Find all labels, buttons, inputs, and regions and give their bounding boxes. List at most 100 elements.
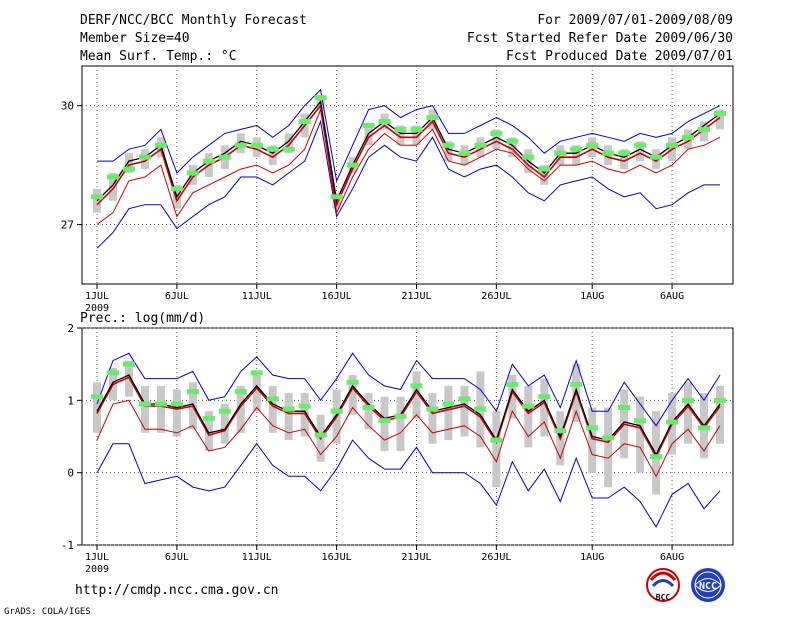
prec-marker: [314, 432, 327, 438]
temp-marker: [650, 154, 663, 160]
prec-box: [140, 385, 149, 433]
temp-xtick-label: 16JUL: [322, 291, 352, 302]
prec-box: [236, 385, 245, 433]
temp-marker: [586, 142, 599, 148]
prec-xtick-label: 6JUL: [165, 552, 189, 563]
temp-box: [124, 153, 133, 174]
header-title: DERF/NCC/BCC Monthly Forecast: [80, 13, 307, 28]
prec-marker: [634, 418, 647, 424]
temp-xtick-label: 21JUL: [401, 291, 431, 302]
temp-xtick-label: 26JUL: [481, 291, 511, 302]
prec-box: [460, 385, 469, 437]
temp-ytick-label: 30: [61, 100, 74, 113]
prec-marker: [506, 381, 519, 387]
temp-plot-frame: [81, 65, 734, 285]
temp-year-label: 2009: [85, 303, 109, 314]
prec-box: [636, 396, 645, 473]
prec-series-median: [96, 376, 721, 459]
prec-marker: [666, 419, 679, 425]
temp-marker: [282, 146, 295, 152]
prec-xtick-label: 1JUL: [85, 552, 109, 563]
footer-credit: GrADS: COLA/IGES: [4, 607, 91, 617]
temp-marker: [218, 154, 231, 160]
prec-ytick-label: -1: [61, 539, 74, 552]
prec-marker: [298, 403, 311, 409]
prec-xtick-label: 16JUL: [322, 552, 352, 563]
prec-marker: [346, 379, 359, 385]
prec-marker: [202, 415, 215, 421]
temp-xtick-label: 1AUG: [580, 291, 604, 302]
temp-box: [636, 141, 645, 162]
temp-marker: [330, 194, 343, 200]
temp-marker: [426, 115, 439, 121]
temp-marker: [714, 111, 726, 117]
precip-chart-title: Prec.: log(mm/d): [80, 311, 205, 326]
temp-marker: [138, 154, 151, 160]
temp-marker: [394, 126, 407, 132]
ncc-logo-text: NCC: [699, 581, 717, 592]
temp-box: [364, 125, 373, 146]
prec-ytick-label: 2: [67, 322, 74, 335]
temp-box: [508, 137, 517, 158]
temp-series-lower-percentile: [96, 107, 721, 225]
temp-marker: [266, 146, 279, 152]
prec-marker: [234, 389, 247, 395]
prec-box: [524, 385, 533, 448]
temp-marker: [538, 166, 551, 172]
prec-marker: [378, 418, 391, 424]
temp-marker: [298, 118, 311, 124]
prec-xtick-label: 1AUG: [580, 552, 604, 563]
prec-box: [204, 411, 213, 451]
prec-marker: [714, 397, 726, 403]
prec-box: [284, 393, 293, 441]
prec-xtick-label: 21JUL: [401, 552, 431, 563]
prec-box: [380, 396, 389, 451]
prec-box: [716, 385, 724, 444]
temp-box: [540, 165, 549, 185]
temp-marker: [490, 130, 503, 136]
prec-box: [364, 393, 373, 430]
temp-series-median: [96, 103, 721, 208]
header-period: For 2009/07/01-2009/08/09: [537, 13, 733, 28]
temp-marker: [202, 158, 215, 164]
prec-plot-frame: [81, 327, 734, 546]
prec-ytick-label: 0: [67, 467, 74, 480]
temp-marker: [682, 134, 695, 140]
prec-marker: [362, 405, 375, 411]
temp-marker: [378, 118, 391, 124]
temp-box: [716, 109, 724, 130]
prec-box: [588, 407, 597, 473]
temp-marker: [314, 95, 327, 101]
footer-url: http://cmdp.ncc.cma.gov.cn: [75, 583, 279, 598]
prec-marker: [458, 396, 471, 402]
temp-marker: [458, 150, 471, 156]
prec-marker: [554, 428, 567, 434]
prec-marker: [122, 361, 135, 367]
prec-marker: [490, 437, 503, 443]
temp-box: [492, 129, 501, 150]
header-variable: Mean Surf. Temp.: °C: [80, 49, 237, 64]
temp-marker: [234, 142, 247, 148]
prec-box: [604, 407, 613, 488]
prec-marker: [682, 397, 695, 403]
temp-ytick-label: 27: [61, 219, 74, 232]
ncc-logo: NCC: [691, 568, 725, 602]
temp-box: [396, 125, 405, 146]
temp-marker: [250, 142, 263, 148]
bcc-logo: BCC: [646, 568, 680, 602]
prec-box: [396, 396, 405, 451]
prec-series-ensemble-mean: [96, 374, 721, 457]
prec-box: [444, 385, 453, 441]
prec-marker: [522, 403, 535, 409]
prec-year-label: 2009: [85, 564, 109, 575]
temp-marker: [602, 150, 615, 156]
temp-marker: [186, 170, 199, 176]
temp-marker: [618, 150, 631, 156]
prec-marker: [474, 406, 487, 412]
prec-marker: [170, 401, 183, 407]
temp-marker: [154, 142, 167, 148]
temp-marker: [91, 194, 103, 200]
temp-xtick-label: 6AUG: [660, 291, 684, 302]
temp-marker: [698, 126, 711, 132]
